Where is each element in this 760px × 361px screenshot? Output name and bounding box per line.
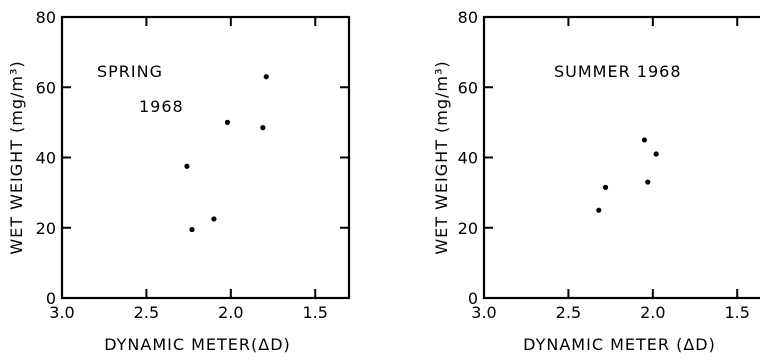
- x-tick-label: 3.0: [471, 303, 496, 322]
- data-point: [263, 74, 269, 80]
- x-tick-label: 2.0: [640, 303, 665, 322]
- x-axis-title: DYNAMIC METER (ΔD): [523, 335, 716, 354]
- panel-title-line: SUMMER 1968: [554, 62, 682, 81]
- data-point: [645, 179, 651, 185]
- plot-frame: [60, 15, 351, 300]
- y-tick-label: 0: [46, 289, 56, 308]
- data-point: [211, 216, 217, 222]
- y-tick-label: 60: [36, 78, 56, 97]
- x-axis-title: DYNAMIC METER(ΔD): [104, 335, 291, 354]
- data-point: [260, 125, 266, 131]
- y-tick-label: 0: [468, 289, 478, 308]
- y-tick-label: 80: [458, 8, 478, 27]
- x-tick-label: 2.5: [556, 303, 581, 322]
- y-tick-label: 20: [458, 219, 478, 238]
- plot-frame: [482, 15, 760, 300]
- x-tick-label: 2.5: [134, 303, 159, 322]
- x-tick-label: 1.5: [303, 303, 328, 322]
- y-tick-label: 40: [36, 149, 56, 168]
- y-axis-title: WET WEIGHT (mg/m³): [7, 60, 26, 254]
- chart-panel-1: 3.0 2.5 2.0 1.5 0 20 40 60 80 DYNAMIC METER(ΔD) WE…: [7, 8, 351, 354]
- y-axis-title: WET WEIGHT (mg/m³): [432, 60, 451, 254]
- data-point: [189, 226, 195, 233]
- data-point: [602, 184, 609, 190]
- panel-title-line: 1968: [139, 97, 184, 116]
- data-point: [224, 119, 231, 125]
- x-tick-label: 2.0: [218, 303, 243, 322]
- data-point: [641, 137, 647, 143]
- y-tick-label: 60: [458, 78, 478, 97]
- data-point: [596, 207, 602, 213]
- chart-panel-2: 3.0 2.5 2.0 1.5 0 20 40 60 80 DYNAMIC METER (ΔD) W…: [432, 8, 760, 354]
- data-point: [653, 151, 659, 157]
- x-tick-label: 1.5: [725, 303, 750, 322]
- y-tick-label: 80: [36, 8, 56, 27]
- panel-title-line: SPRING: [97, 62, 163, 81]
- y-tick-label: 40: [458, 149, 478, 168]
- y-tick-label: 20: [36, 219, 56, 238]
- x-tick-label: 3.0: [49, 303, 74, 322]
- data-point: [184, 163, 190, 169]
